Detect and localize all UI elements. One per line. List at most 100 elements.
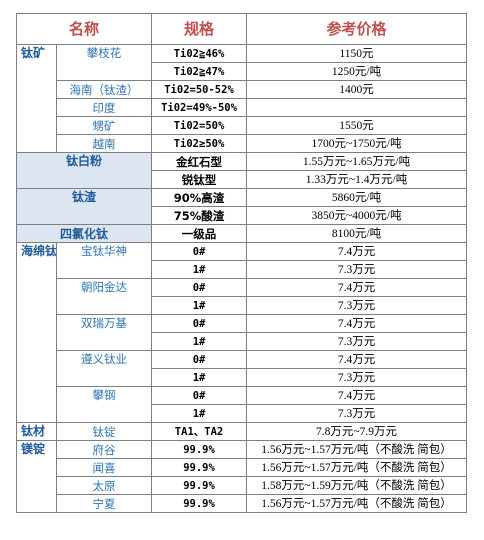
product-name: 越南 xyxy=(55,134,153,153)
product-name: 海南（钛渣） xyxy=(55,80,153,99)
table-row: 钛材 钛锭 TA1、TA2 7.8万元~7.9万元 xyxy=(16,422,468,441)
product-name: 印度 xyxy=(55,98,153,117)
category-titanium-ore: 钛矿 xyxy=(16,44,57,153)
price-cell: 7.3万元 xyxy=(246,296,468,315)
price-cell: 5860元/吨 xyxy=(246,188,468,207)
table-row: 印度 Ti02=49%-50% xyxy=(17,98,468,117)
product-name: 宝钛华神 xyxy=(55,242,153,279)
price-cell: 7.4万元 xyxy=(246,386,468,405)
table-row: 闻喜 99.9% 1.56万元~1.57万元/吨（不酸洗 简包） xyxy=(17,458,468,477)
spec-cell: 1# xyxy=(151,332,248,351)
price-cell: 1.33万元~1.4万元/吨 xyxy=(246,170,468,189)
table-row: 四氯化钛 一级品 8100元/吨 xyxy=(15,224,468,243)
table-row: 钛矿 攀枝花 Ti02≧46% 1150元 xyxy=(16,44,468,153)
price-table: 名称 规格 参考价格 钛矿 攀枝花 Ti02≧46% 1150元 Ti02≧47… xyxy=(15,13,468,513)
header-price: 参考价格 xyxy=(246,13,468,45)
table-row: 钛渣 90%高渣 5860元/吨 xyxy=(15,188,468,225)
spec-cell: Ti02≧46% xyxy=(151,44,248,63)
spec-cell: 99.9% xyxy=(151,440,248,459)
product-name: 太原 xyxy=(55,476,153,495)
price-cell: 1400元 xyxy=(246,80,468,99)
product-name: 闻喜 xyxy=(55,458,153,477)
spec-cell: 99.9% xyxy=(151,494,248,513)
spec-cell: 一级品 xyxy=(151,224,248,243)
price-cell: 1150元 xyxy=(246,44,468,63)
table-row: 遵义钛业 0# 7.4万元 xyxy=(17,350,468,387)
spec-cell: 0# xyxy=(151,242,248,261)
price-cell: 3850元~4000元/吨 xyxy=(246,206,468,225)
price-cell: 7.4万元 xyxy=(246,314,468,333)
table-row: 1# 7.3万元 xyxy=(17,296,468,315)
table-row: 钛白粉 金红石型 1.55万元~1.65万元/吨 xyxy=(15,152,468,189)
product-name: 钛锭 xyxy=(55,422,153,441)
spec-cell: 锐钛型 xyxy=(151,170,248,189)
table-row: 海绵钛 宝钛华神 0# 7.4万元 xyxy=(16,242,468,423)
spec-cell: 0# xyxy=(151,386,248,405)
product-name: 攀枝花 xyxy=(55,44,153,81)
spec-cell: 0# xyxy=(151,350,248,369)
spec-cell: 90%高渣 xyxy=(151,188,248,207)
price-cell: 7.3万元 xyxy=(246,404,468,423)
spec-cell: 0# xyxy=(151,314,248,333)
table-row: 75%酸渣 3850元~4000元/吨 xyxy=(17,206,468,225)
price-cell: 1.55万元~1.65万元/吨 xyxy=(246,152,468,171)
spec-cell: 1# xyxy=(151,404,248,423)
spec-cell: 99.9% xyxy=(151,476,248,495)
table-row: 太原 99.9% 1.58万元~1.59万元/吨（不酸洗 简包） xyxy=(17,476,468,495)
category-titanium-slag: 钛渣 xyxy=(15,188,153,225)
header-name: 名称 xyxy=(15,13,153,45)
spec-cell: Ti02≥50% xyxy=(151,134,248,153)
spec-cell: TA1、TA2 xyxy=(151,422,248,441)
table-row: 双瑞万基 0# 7.4万元 xyxy=(17,314,468,351)
spec-cell: 0# xyxy=(151,278,248,297)
price-cell: 1.56万元~1.57万元/吨（不酸洗 简包） xyxy=(246,440,468,459)
category-magnesium: 镁锭 xyxy=(16,440,57,513)
price-cell: 1.56万元~1.57万元/吨（不酸洗 简包） xyxy=(246,494,468,513)
price-table-container: 名称 规格 参考价格 钛矿 攀枝花 Ti02≧46% 1150元 Ti02≧47… xyxy=(15,13,468,513)
spec-cell: 75%酸渣 xyxy=(151,206,248,225)
table-row: 宁夏 99.9% 1.56万元~1.57万元/吨（不酸洗 简包） xyxy=(17,494,468,513)
price-cell: 1550元 xyxy=(246,116,468,135)
table-row: 攀钢 0# 7.4万元 xyxy=(17,386,468,423)
category-sponge-titanium: 海绵钛 xyxy=(16,242,57,423)
table-row: 甥矿 Ti02=50% 1550元 xyxy=(17,116,468,135)
header-spec: 规格 xyxy=(151,13,248,45)
table-row: 镁锭 府谷 99.9% 1.56万元~1.57万元/吨（不酸洗 简包） xyxy=(16,440,468,513)
price-cell: 7.4万元 xyxy=(246,242,468,261)
price-cell: 7.3万元 xyxy=(246,332,468,351)
price-cell xyxy=(246,98,468,117)
price-cell: 7.4万元 xyxy=(246,350,468,369)
category-titanium-dioxide: 钛白粉 xyxy=(15,152,153,189)
product-name: 双瑞万基 xyxy=(55,314,153,351)
product-name: 朝阳金达 xyxy=(55,278,153,315)
price-cell: 1.58万元~1.59万元/吨（不酸洗 简包） xyxy=(246,476,468,495)
product-name: 攀钢 xyxy=(55,386,153,423)
spec-cell: Ti02=50-52% xyxy=(151,80,248,99)
table-row: 海南（钛渣） Ti02=50-52% 1400元 xyxy=(17,80,468,99)
category-ticl4: 四氯化钛 xyxy=(15,224,153,243)
table-row: 1# 7.3万元 xyxy=(17,368,468,387)
spec-cell: 99.9% xyxy=(151,458,248,477)
price-cell: 7.8万元~7.9万元 xyxy=(246,422,468,441)
price-cell: 1700元~1750元/吨 xyxy=(246,134,468,153)
price-cell: 7.3万元 xyxy=(246,368,468,387)
product-name: 府谷 xyxy=(55,440,153,459)
product-name: 遵义钛业 xyxy=(55,350,153,387)
spec-cell: Ti02=49%-50% xyxy=(151,98,248,117)
spec-cell: 1# xyxy=(151,296,248,315)
price-cell: 7.3万元 xyxy=(246,260,468,279)
product-name: 宁夏 xyxy=(55,494,153,513)
table-row: 1# 7.3万元 xyxy=(17,404,468,423)
category-titanium-material: 钛材 xyxy=(16,422,57,441)
price-cell: 7.4万元 xyxy=(246,278,468,297)
price-cell: 8100元/吨 xyxy=(246,224,468,243)
product-name: 甥矿 xyxy=(55,116,153,135)
table-row: 朝阳金达 0# 7.4万元 xyxy=(17,278,468,315)
spec-cell: 1# xyxy=(151,368,248,387)
spec-cell: Ti02≧47% xyxy=(151,62,248,81)
price-cell: 1.56万元~1.57万元/吨（不酸洗 简包） xyxy=(246,458,468,477)
header-row: 名称 规格 参考价格 xyxy=(15,13,468,45)
spec-cell: 金红石型 xyxy=(151,152,248,171)
price-cell: 1250元/吨 xyxy=(246,62,468,81)
spec-cell: 1# xyxy=(151,260,248,279)
